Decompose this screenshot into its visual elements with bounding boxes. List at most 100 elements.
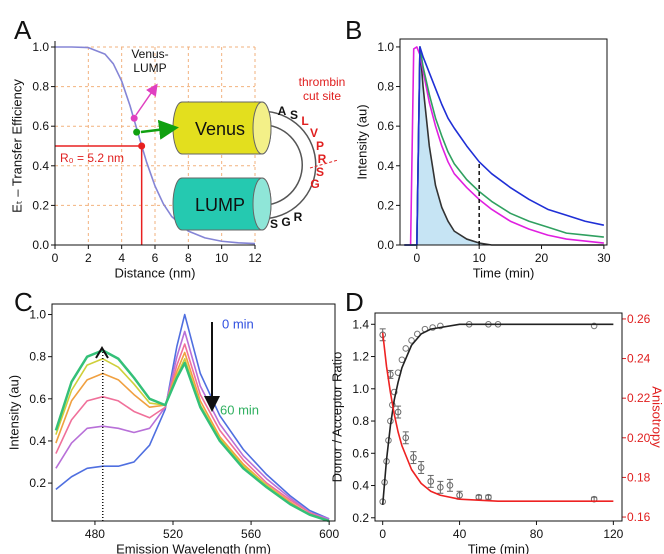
residue: V: [310, 126, 318, 140]
data-point: [437, 484, 444, 491]
y-tick-label: 0.2: [377, 198, 394, 212]
y2-tick-label: 0.22: [627, 391, 651, 405]
residue: G: [281, 215, 290, 229]
peak-caret: [95, 346, 109, 359]
x-tick-label: 560: [241, 527, 261, 541]
x-tick-label: 10: [215, 251, 229, 265]
y-tick-label: 0.2: [32, 198, 49, 212]
data-point: [590, 322, 598, 330]
residue: G: [310, 177, 319, 191]
plot-frame: [374, 312, 623, 522]
residue: R: [294, 210, 303, 224]
data-point: [427, 478, 435, 485]
construct-label: Venus-: [131, 47, 168, 61]
x-tick-label: 520: [163, 527, 183, 541]
highlight-point: [130, 114, 138, 122]
series-line: [55, 313, 330, 520]
data-point: [456, 491, 463, 499]
x-tick-label: 0: [413, 251, 420, 265]
highlight-point: [133, 128, 141, 136]
y2-tick-label: 0.20: [627, 431, 651, 445]
panel: D 0.2 0.4 0.6 0.8 1.0 1.2 1.4 0 40 80 120 0.16 0.18 0.…: [330, 287, 664, 554]
error-bar: [437, 480, 444, 494]
y-axis-label: Intensity (au): [355, 104, 370, 179]
construct-diagram: Venus LUMP A S L V P R S G S G R thrombi…: [60, 47, 345, 231]
data-point: [417, 464, 425, 471]
x-tick-label: 480: [85, 527, 105, 541]
y-tick-label: 0.0: [32, 238, 49, 252]
x-tick-label: 30: [597, 251, 611, 265]
residue: R: [318, 152, 327, 166]
data-point: [590, 495, 598, 503]
y2-axis-label: Anisotropy: [650, 386, 664, 448]
series-line: [381, 323, 614, 505]
x-tick-label: 0: [379, 527, 386, 541]
data-point: [408, 337, 415, 344]
highlight-point: [138, 142, 146, 150]
y2-tick-label: 0.26: [627, 312, 651, 326]
cut-site-label: thrombin: [299, 75, 346, 89]
y-axis-label: Eₜ – Transfer Efficiency: [10, 79, 25, 213]
series-line: [55, 343, 330, 522]
y-tick-label: 1.0: [377, 40, 394, 54]
panel-letter: A: [14, 15, 32, 45]
pointer-arrow: [140, 119, 179, 140]
data-point: [402, 345, 410, 352]
error-bar: [410, 451, 417, 465]
data-point: [394, 408, 402, 416]
x-tick-label: 0: [52, 251, 59, 265]
panel-letter: D: [345, 287, 364, 317]
y-tick-label: 0.2: [352, 511, 369, 525]
domain-label: Venus: [195, 119, 245, 139]
y-tick-label: 0.4: [32, 159, 49, 173]
y2-tick-label: 0.24: [627, 352, 651, 366]
y-tick-label: 0.8: [29, 350, 46, 364]
series-line: [381, 332, 614, 502]
residue: P: [316, 139, 324, 153]
x-tick-label: 600: [319, 527, 339, 541]
y-tick-label: 0.8: [352, 414, 369, 428]
lump-end: [252, 177, 272, 231]
x-tick-label: 2: [85, 251, 92, 265]
x-tick-label: 10: [473, 251, 487, 265]
x-tick-label: 8: [185, 251, 192, 265]
start-label: 0 min: [222, 317, 254, 332]
data-point: [446, 482, 454, 489]
x-axis-label: Distance (nm): [115, 266, 196, 281]
data-point: [402, 434, 410, 442]
y-tick-label: 0.0: [377, 238, 394, 252]
y-tick-label: 1.0: [29, 308, 46, 322]
time-arrow: 0 min 60 min: [95, 317, 259, 418]
venus-end: [252, 101, 272, 155]
linker-arc-fill: [261, 112, 315, 218]
panel: B 0.0 0.2 0.4 0.6 0.8 1.0 0 10 20 30 Time (min) Inte…: [345, 15, 611, 281]
error-bar: [402, 431, 409, 445]
x-axis-label: Time (min): [473, 266, 535, 281]
error-bar: [427, 474, 434, 488]
error-bar: [395, 405, 402, 419]
plot-frame: [399, 38, 608, 246]
residue: S: [270, 217, 278, 231]
y-tick-label: 0.6: [352, 446, 369, 460]
y-tick-label: 1.0: [32, 40, 49, 54]
data-point: [437, 322, 444, 330]
y-tick-label: 0.4: [377, 159, 394, 173]
series-line: [404, 46, 605, 246]
data-point: [410, 454, 417, 461]
x-tick-label: 6: [152, 251, 159, 265]
y-axis-label: Donor / Acceptor Ratio: [330, 352, 345, 483]
construct-label: LUMP: [133, 61, 166, 75]
pointer-arrow: [135, 83, 158, 116]
y-tick-label: 0.8: [32, 80, 49, 94]
panel-letter: C: [14, 287, 33, 317]
end-label: 60 min: [220, 403, 259, 418]
panel: C 0.2 0.4 0.6 0.8 1.0 480 520 560 600 Emission Wav…: [7, 287, 340, 554]
data-point: [429, 324, 436, 331]
y-tick-label: 0.6: [29, 392, 46, 406]
data-point: [390, 388, 398, 396]
area: [404, 46, 604, 245]
panel: A 0.0 0.2 0.4 0.6 0.8 1.0 0 2 4 6 8 10 12 Distance (nm…: [10, 15, 262, 281]
x-tick-label: 20: [535, 251, 549, 265]
